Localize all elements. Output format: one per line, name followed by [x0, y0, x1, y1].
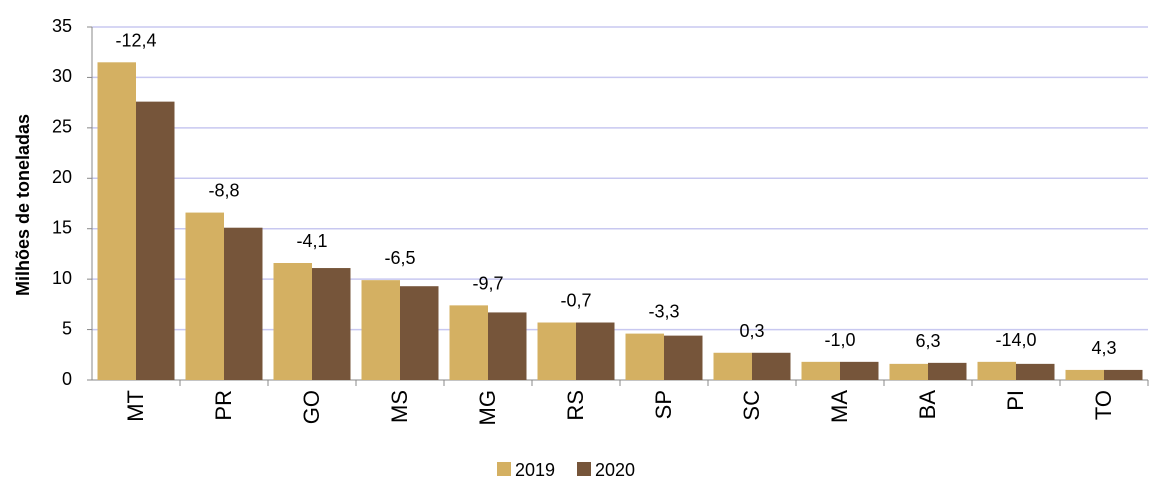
y-tick-label: 35	[52, 16, 72, 36]
x-tick-label: PR	[211, 390, 236, 421]
bar	[889, 363, 928, 380]
annotation: 6,3	[915, 331, 940, 351]
bar	[840, 361, 879, 380]
annotation: 0,3	[739, 321, 764, 341]
x-tick-label: MT	[123, 390, 148, 422]
x-tick-label: PI	[1003, 390, 1028, 411]
legend-swatch	[497, 462, 511, 476]
bar	[400, 286, 439, 380]
annotation: 4,3	[1091, 338, 1116, 358]
legend-label: 2020	[595, 460, 635, 480]
bar	[1065, 369, 1104, 380]
bar	[664, 335, 703, 380]
bar	[224, 227, 263, 380]
annotation: -8,8	[208, 181, 239, 201]
legend-label: 2019	[515, 460, 555, 480]
annotation: -3,3	[648, 302, 679, 322]
legend-swatch	[577, 462, 591, 476]
bar	[1104, 369, 1143, 380]
annotation: -12,4	[115, 30, 156, 50]
x-tick-label: GO	[299, 390, 324, 424]
bar	[801, 361, 840, 380]
bar	[312, 268, 351, 380]
x-tick-label: RS	[563, 390, 588, 421]
y-tick-label: 20	[52, 167, 72, 187]
y-tick-label: 10	[52, 268, 72, 288]
annotation: -1,0	[824, 330, 855, 350]
bar	[928, 362, 967, 380]
bar	[136, 101, 175, 381]
x-tick-label: TO	[1091, 390, 1116, 420]
y-axis-title: Milhões de toneladas	[13, 114, 33, 296]
bar	[449, 305, 488, 380]
annotation: -9,7	[472, 273, 503, 293]
bar	[625, 333, 664, 380]
x-tick-label: MS	[387, 390, 412, 423]
bar	[977, 361, 1016, 380]
x-tick-label: BA	[915, 390, 940, 420]
bar	[97, 62, 136, 381]
x-tick-label: SC	[739, 390, 764, 421]
annotation: -14,0	[995, 330, 1036, 350]
y-tick-label: 25	[52, 117, 72, 137]
bar	[361, 280, 400, 380]
bar	[752, 352, 791, 380]
annotation: -6,5	[384, 248, 415, 268]
bar	[576, 322, 615, 380]
y-tick-label: 5	[62, 318, 72, 338]
bar	[1016, 363, 1055, 380]
bar	[273, 263, 312, 380]
y-tick-label: 30	[52, 66, 72, 86]
x-tick-label: MG	[475, 390, 500, 425]
y-tick-label: 0	[62, 369, 72, 389]
annotation: -4,1	[296, 231, 327, 251]
annotation: -0,7	[560, 291, 591, 311]
y-tick-label: 15	[52, 217, 72, 237]
bar	[185, 212, 224, 380]
bar	[488, 312, 527, 380]
x-tick-label: SP	[651, 390, 676, 419]
x-tick-label: MA	[827, 390, 852, 423]
bar	[537, 322, 576, 380]
bar	[713, 352, 752, 380]
